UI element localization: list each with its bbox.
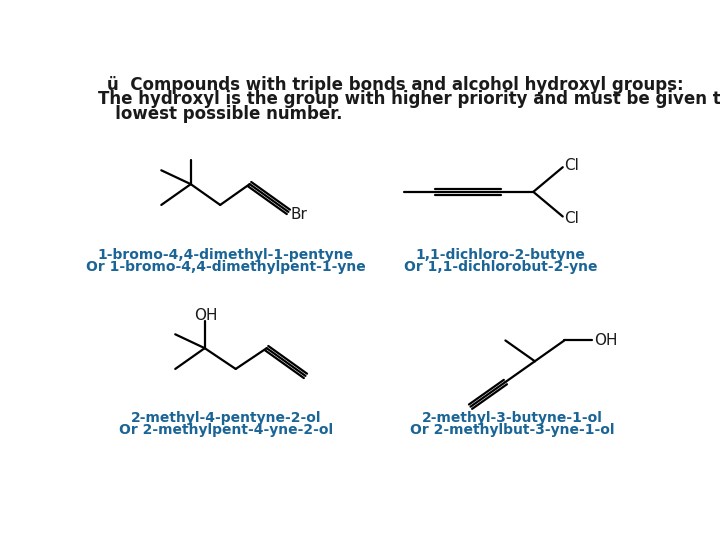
Text: Or 1-bromo-4,4-dimethylpent-1-yne: Or 1-bromo-4,4-dimethylpent-1-yne — [86, 260, 366, 274]
Text: Or 2-methylbut-3-yne-1-ol: Or 2-methylbut-3-yne-1-ol — [410, 423, 615, 437]
Text: OH: OH — [194, 308, 217, 322]
Text: 1,1-dichloro-2-butyne: 1,1-dichloro-2-butyne — [416, 248, 585, 262]
Text: ü  Compounds with triple bonds and alcohol hydroxyl groups:: ü Compounds with triple bonds and alcoho… — [107, 76, 684, 93]
Text: Or 1,1-dichlorobut-2-yne: Or 1,1-dichlorobut-2-yne — [404, 260, 598, 274]
Text: 2-methyl-4-pentyne-2-ol: 2-methyl-4-pentyne-2-ol — [130, 411, 321, 426]
Text: Or 2-methylpent-4-yne-2-ol: Or 2-methylpent-4-yne-2-ol — [119, 423, 333, 437]
Text: OH: OH — [594, 333, 617, 348]
Text: Br: Br — [291, 207, 307, 222]
Text: lowest possible number.: lowest possible number. — [98, 105, 342, 123]
Text: Cl: Cl — [564, 158, 579, 173]
Text: The hydroxyl is the group with higher priority and must be given the: The hydroxyl is the group with higher pr… — [98, 90, 720, 108]
Text: 1-bromo-4,4-dimethyl-1-pentyne: 1-bromo-4,4-dimethyl-1-pentyne — [98, 248, 354, 262]
Text: 2-methyl-3-butyne-1-ol: 2-methyl-3-butyne-1-ol — [422, 411, 603, 426]
Text: Cl: Cl — [564, 211, 579, 226]
